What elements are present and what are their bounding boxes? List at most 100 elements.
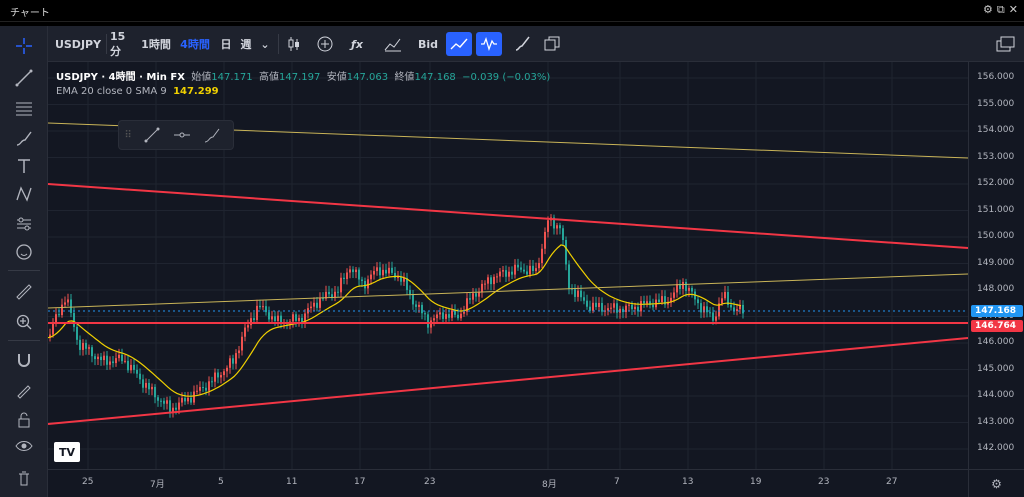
candles-icon[interactable] <box>284 32 304 56</box>
candle-body <box>229 358 231 368</box>
window-titlebar: チャート ⚙ ⧉ ✕ <box>0 0 1024 22</box>
add-indicator-icon[interactable] <box>314 32 336 56</box>
duplicate-icon[interactable] <box>540 32 564 56</box>
price-tick-label: 144.000 <box>977 390 1015 400</box>
candle-body <box>685 281 687 291</box>
candle-body <box>340 277 342 293</box>
forecast-icon[interactable] <box>10 212 38 236</box>
candle-body <box>178 402 180 410</box>
candle-body <box>139 373 141 380</box>
axis-settings-icon[interactable]: ⚙ <box>968 469 1024 497</box>
oscillator-toggle-icon[interactable] <box>476 32 502 56</box>
candle-body <box>403 278 405 282</box>
horizontal-line-tool-icon[interactable] <box>167 126 197 144</box>
candle-body <box>217 372 219 378</box>
price-source-bid[interactable]: Bid <box>417 37 439 51</box>
candle-body <box>313 302 315 307</box>
ohlc-legend: USDJPY · 4時間 · Min FX 始値147.171 高値147.19… <box>56 72 551 83</box>
candle-body <box>697 299 699 304</box>
candle-body <box>259 305 261 308</box>
chart-canvas[interactable]: USDJPY · 4時間 · Min FX 始値147.171 高値147.19… <box>48 62 968 469</box>
ema-legend[interactable]: EMA 20 close 0 SMA 9 147.299 <box>56 86 219 97</box>
trend-line-icon[interactable] <box>10 66 38 90</box>
candle-body <box>670 297 672 303</box>
candle-body <box>400 276 402 282</box>
candle-body <box>373 271 375 275</box>
candle-body <box>610 307 612 309</box>
style-brush-icon[interactable] <box>510 32 534 56</box>
candle-body <box>91 347 93 357</box>
text-icon[interactable] <box>10 154 38 178</box>
candle-body <box>148 382 150 390</box>
brush-tool-icon[interactable] <box>197 126 227 144</box>
line-chart-toggle-icon[interactable] <box>446 32 472 56</box>
candle-body <box>97 356 99 360</box>
interval-4h[interactable]: 4時間 <box>180 38 210 51</box>
price-tick-label: 154.000 <box>977 125 1015 135</box>
interval-day[interactable]: 日 <box>220 38 232 51</box>
lock-draw-icon[interactable] <box>10 378 38 402</box>
ruler-icon[interactable] <box>10 280 38 304</box>
time-tick-label: 19 <box>750 477 762 487</box>
candle-body <box>622 308 624 313</box>
candle-body <box>205 387 207 391</box>
interval-week[interactable]: 週 <box>240 38 252 51</box>
symbol-search[interactable]: USDJPY <box>54 37 102 51</box>
candle-body <box>385 269 387 274</box>
fib-lines-icon[interactable] <box>10 96 38 120</box>
interval-15m[interactable]: 15分 <box>110 29 126 58</box>
candle-body <box>388 267 390 274</box>
candle-body <box>427 314 429 328</box>
candle-body <box>94 356 96 360</box>
emoji-icon[interactable] <box>10 240 38 264</box>
candle-body <box>487 277 489 284</box>
eye-icon[interactable] <box>10 434 38 458</box>
crosshair-icon[interactable] <box>10 34 38 58</box>
pattern-icon[interactable] <box>10 182 38 206</box>
time-tick-label: 7 <box>614 477 620 487</box>
candle-body <box>574 289 576 297</box>
candle-body <box>322 298 324 300</box>
zoom-in-icon[interactable] <box>10 310 38 334</box>
compare-icon[interactable] <box>382 32 404 56</box>
floating-drawing-toolbar: ⠿ <box>118 120 234 150</box>
candle-body <box>226 367 228 372</box>
candle-body <box>142 379 144 388</box>
interval-dropdown-chevron-icon[interactable]: ⌄ <box>260 37 270 51</box>
candle-body <box>127 360 129 371</box>
price-tick-label: 149.000 <box>977 257 1015 268</box>
candle-body <box>280 315 282 323</box>
close-icon[interactable]: ✕ <box>1008 3 1018 16</box>
trash-icon[interactable] <box>10 466 38 490</box>
candle-body <box>103 355 105 361</box>
price-tick-label: 146.000 <box>977 337 1015 347</box>
interval-1h[interactable]: 1時間 <box>141 38 171 51</box>
layout-icon[interactable] <box>994 32 1018 56</box>
trend-line-tool-icon[interactable] <box>137 126 167 144</box>
settings-icon[interactable]: ⚙ <box>983 3 993 16</box>
candle-body <box>70 299 72 313</box>
brush-icon[interactable] <box>10 126 38 150</box>
fx-indicators-icon[interactable]: ƒx <box>351 37 363 51</box>
magnet-icon[interactable] <box>10 348 38 372</box>
candle-body <box>157 397 159 401</box>
price-axis[interactable]: 156.000 155.000 154.000 153.000 152.000 151.0… <box>968 62 1024 469</box>
lock-icon[interactable] <box>10 408 38 432</box>
candle-body <box>58 314 60 316</box>
candle-body <box>433 318 435 321</box>
candle-body <box>421 304 423 314</box>
popout-icon[interactable]: ⧉ <box>996 3 1005 16</box>
price-tick-label: 148.000 <box>977 284 1015 294</box>
price-tick-label: 150.000 <box>977 231 1015 241</box>
time-axis[interactable]: 25 7月 5 11 17 23 8月 7 13 19 23 27 <box>48 469 968 497</box>
candle-body <box>559 225 561 229</box>
legend-low: 147.063 <box>346 72 389 83</box>
candle-body <box>535 268 537 272</box>
candle-body <box>496 276 498 278</box>
candle-body <box>406 278 408 291</box>
candle-body <box>160 400 162 402</box>
drag-handle-icon[interactable]: ⠿ <box>124 129 132 141</box>
candle-body <box>295 314 297 321</box>
candle-body <box>439 312 441 315</box>
candle-body <box>673 292 675 298</box>
